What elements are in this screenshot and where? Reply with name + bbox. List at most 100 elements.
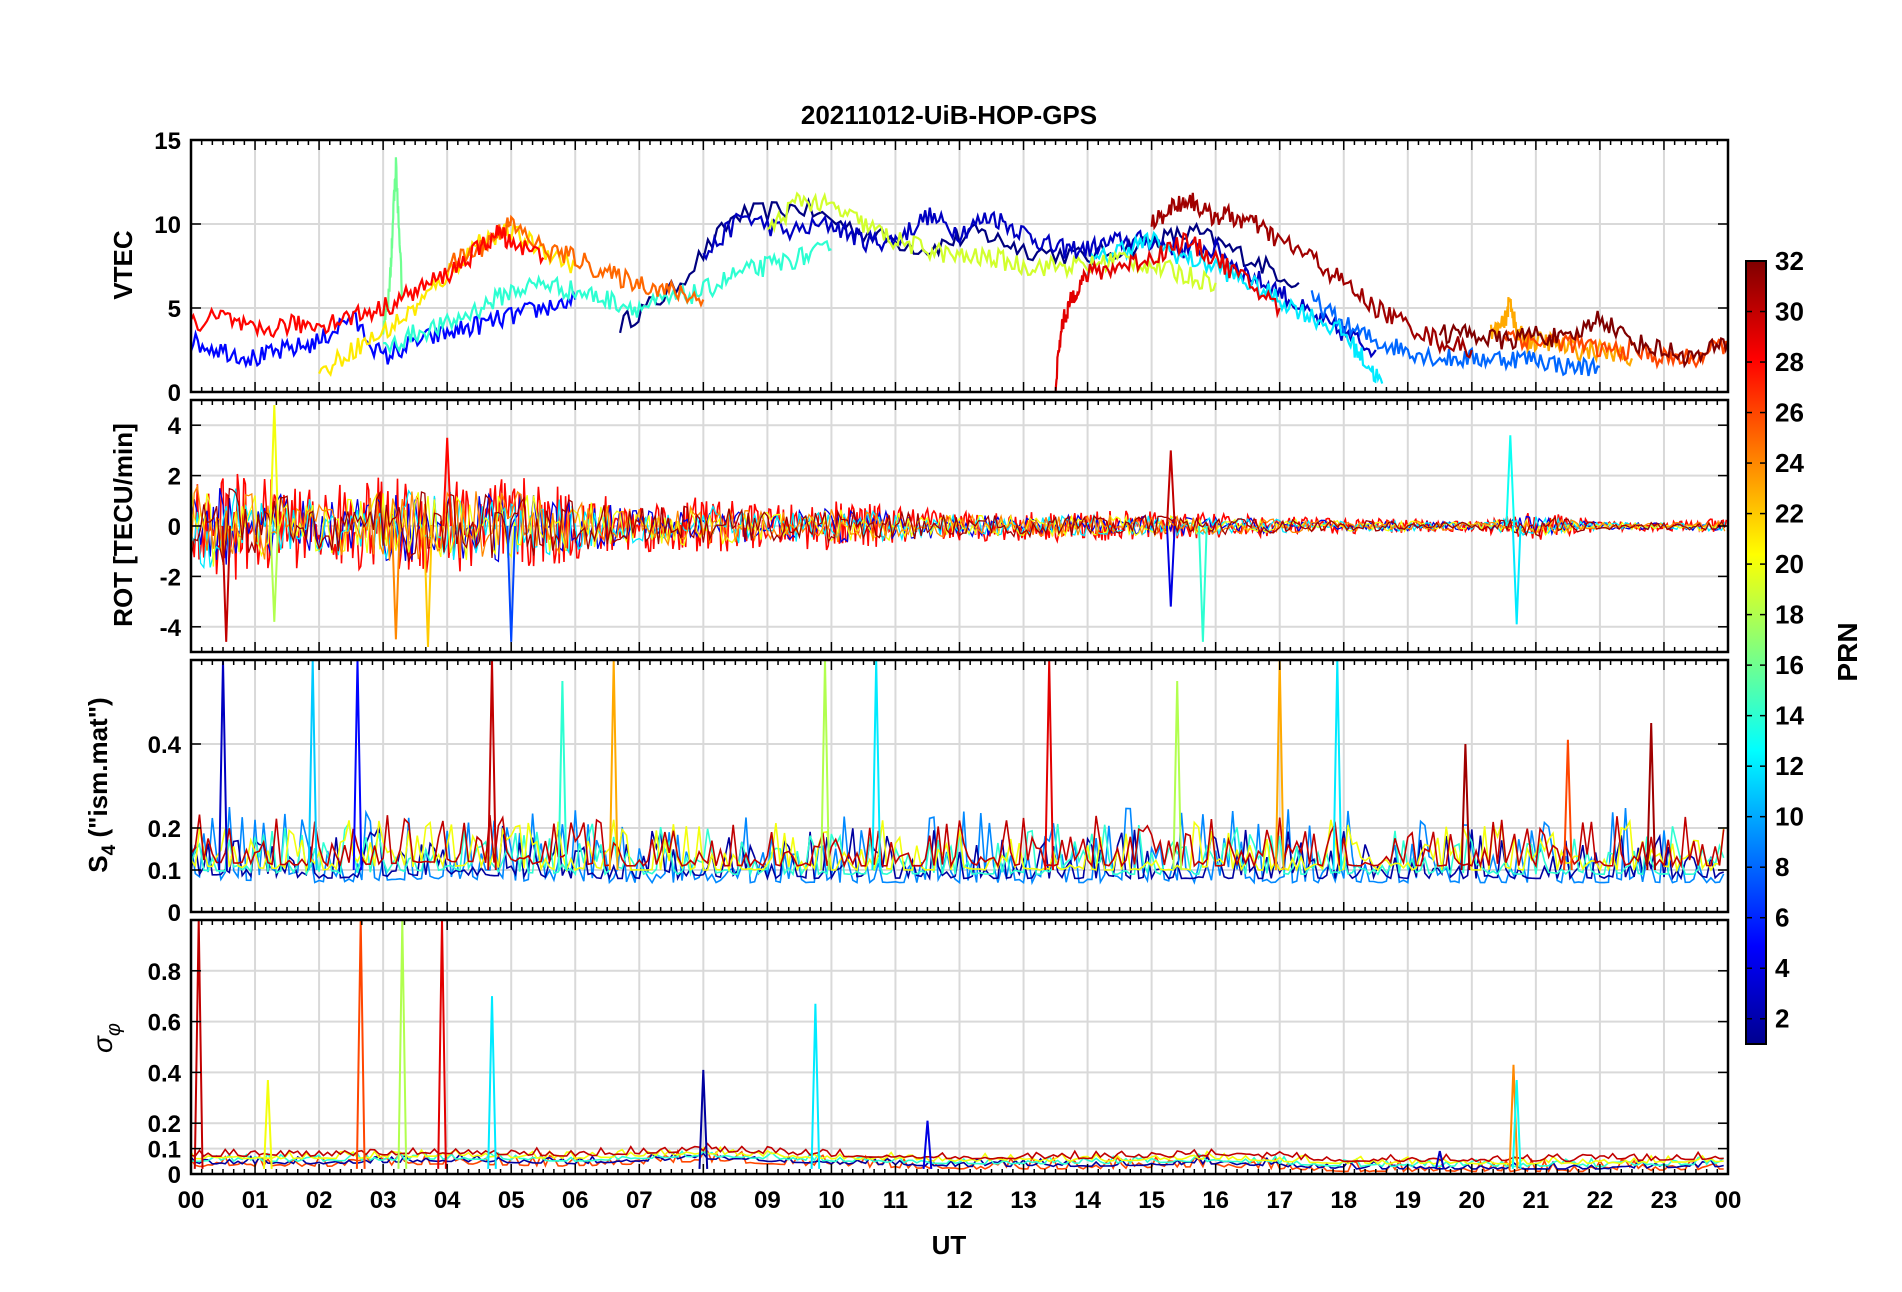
x-tick-label: 17 bbox=[1266, 1187, 1293, 1214]
s4-spike-prn-23 bbox=[1274, 660, 1285, 871]
vtec-ytick-label: 5 bbox=[168, 296, 181, 323]
rot-spike-prn-12 bbox=[1511, 525, 1522, 625]
rot-ytick-label: -2 bbox=[160, 564, 181, 591]
colorbar bbox=[1745, 260, 1767, 1045]
s4-spike-prn-31 bbox=[1460, 743, 1471, 871]
sigma-spike-prn-18 bbox=[397, 920, 408, 1169]
s4-ytick-label: 0 bbox=[168, 900, 181, 927]
sigma-spike-prn-24 bbox=[1508, 1064, 1519, 1169]
colorbar-tick-label: 14 bbox=[1775, 701, 1804, 731]
vtec-series-prn-29 bbox=[1054, 232, 1281, 392]
colorbar-tick-label: 18 bbox=[1775, 600, 1804, 630]
rot-ytick-label: -4 bbox=[160, 615, 182, 642]
sigma-spike-prn-29 bbox=[437, 920, 447, 1169]
sigma-ytick-label: 0 bbox=[168, 1162, 181, 1189]
x-tick-label: 01 bbox=[242, 1187, 269, 1214]
s4-spike-prn-18 bbox=[820, 660, 830, 871]
x-tick-label: 11 bbox=[883, 1187, 908, 1214]
vtec-data bbox=[191, 157, 1728, 392]
vtec-series-prn-32 bbox=[1438, 310, 1728, 369]
rot-ytick-label: 0 bbox=[168, 514, 181, 541]
s4-spike-prn-31 bbox=[1646, 722, 1656, 871]
s4-ylabel: S4 ("ism.mat") bbox=[83, 697, 120, 872]
x-tick-label: 21 bbox=[1523, 1187, 1550, 1214]
sigma-spike-prn-12 bbox=[810, 1003, 821, 1169]
rot-spike-prn-24 bbox=[391, 525, 401, 640]
s4-spike-prn-3 bbox=[218, 660, 228, 871]
s4-spike-prn-12 bbox=[1332, 660, 1343, 871]
colorbar-tick-label: 24 bbox=[1775, 448, 1804, 478]
vtec-series-prn-19 bbox=[766, 191, 1217, 293]
vtec-series-prn-31 bbox=[1150, 192, 1473, 359]
vtec-series-prn-8 bbox=[1310, 290, 1601, 377]
s4-ytick-label: 0.4 bbox=[148, 732, 182, 759]
sigma-spike-prn-2 bbox=[698, 1069, 709, 1169]
x-tick-label: 18 bbox=[1330, 1187, 1357, 1214]
rot-ylabel: ROT [TECU/min] bbox=[108, 423, 138, 627]
s4-spike-prn-30 bbox=[487, 660, 497, 871]
vtec-series-prn-28 bbox=[191, 225, 545, 339]
rot-spike-prn-20 bbox=[269, 404, 280, 527]
rot-ytick-label: 2 bbox=[168, 464, 181, 491]
vtec-ylabel: VTEC bbox=[108, 230, 138, 300]
s4-ytick-label: 0.1 bbox=[148, 858, 181, 885]
s4-spike-prn-18 bbox=[1172, 680, 1183, 871]
colorbar-tick-label: 22 bbox=[1775, 499, 1804, 529]
sigma-ytick-label: 0.1 bbox=[148, 1137, 181, 1164]
chart-title: 20211012-UiB-HOP-GPS bbox=[801, 100, 1097, 130]
colorbar-tick-label: 20 bbox=[1775, 549, 1804, 579]
panel-rot: -4 -2 0 2 4 bbox=[160, 398, 1730, 654]
colorbar-tick-label: 28 bbox=[1775, 347, 1804, 377]
vtec-series-prn-12 bbox=[1086, 230, 1384, 384]
x-tick-label: 19 bbox=[1394, 1187, 1421, 1214]
vtec-series-prn-26 bbox=[1502, 329, 1728, 370]
x-tick-label: 05 bbox=[498, 1187, 525, 1214]
colorbar-tick-label: 6 bbox=[1775, 903, 1789, 933]
x-tick-labels: 00 01 02 03 04 05 06 07 08 09 10 11 12 13 14 15 16 17 18 19… bbox=[178, 1187, 1742, 1214]
rot-spike-prn-7 bbox=[506, 525, 517, 642]
x-tick-label: 15 bbox=[1138, 1187, 1165, 1214]
x-tick-label: 16 bbox=[1202, 1187, 1229, 1214]
s4-spike-prn-23 bbox=[608, 660, 619, 871]
rot-spike-prn-18 bbox=[269, 525, 280, 622]
sigma-ytick-label: 0.4 bbox=[148, 1060, 182, 1087]
sigma-spike-prn-20 bbox=[263, 1079, 273, 1169]
rot-spike-prn-30 bbox=[221, 525, 232, 642]
sigma-ytick-label: 0.2 bbox=[148, 1111, 181, 1138]
x-tick-label: 07 bbox=[626, 1187, 653, 1214]
x-tick-label: 09 bbox=[754, 1187, 781, 1214]
vtec-ytick-label: 10 bbox=[154, 212, 181, 239]
s4-spike-prn-5 bbox=[352, 660, 363, 871]
x-tick-label: 13 bbox=[1010, 1187, 1037, 1214]
vtec-series-prn-23 bbox=[1489, 296, 1633, 367]
sigma-spike-prn-3 bbox=[1435, 1150, 1445, 1170]
panel-sigma: 00.10.2 0.4 0.6 0.8 bbox=[148, 918, 1730, 1189]
s4-ytick-label: 0.2 bbox=[148, 816, 181, 843]
rot-spike-prn-4 bbox=[1166, 525, 1176, 607]
x-tick-label: 00 bbox=[1715, 1187, 1742, 1214]
vtec-ytick-label: 0 bbox=[168, 380, 181, 407]
x-tick-label: 00 bbox=[178, 1187, 205, 1214]
sigma-ytick-label: 0.6 bbox=[148, 1010, 181, 1037]
x-tick-label: 14 bbox=[1074, 1187, 1101, 1214]
s4-spike-prn-12 bbox=[871, 660, 882, 871]
sigma-spike-prn-30 bbox=[193, 920, 204, 1169]
s4-spike-prn-14 bbox=[557, 680, 568, 871]
rot-series-prn-31 bbox=[191, 487, 1726, 563]
vtec-ytick-label: 15 bbox=[154, 128, 181, 155]
sigma-spike-prn-4 bbox=[922, 1120, 933, 1169]
rot-data bbox=[191, 404, 1728, 648]
x-axis-label: UT bbox=[932, 1230, 967, 1260]
s4-data bbox=[191, 660, 1725, 886]
x-tick-label: 12 bbox=[946, 1187, 973, 1214]
sigma-spike-prn-12 bbox=[487, 996, 497, 1169]
s4-spike-prn-26 bbox=[1563, 739, 1573, 871]
rot-ytick-label: 4 bbox=[168, 413, 182, 440]
sigma-ylabel: σφ bbox=[87, 1023, 125, 1053]
x-tick-label: 06 bbox=[562, 1187, 589, 1214]
colorbar-tick-label: 2 bbox=[1775, 1004, 1789, 1034]
sigma-spike-prn-13 bbox=[1511, 1079, 1522, 1169]
colorbar-tick-label: 8 bbox=[1775, 852, 1789, 882]
